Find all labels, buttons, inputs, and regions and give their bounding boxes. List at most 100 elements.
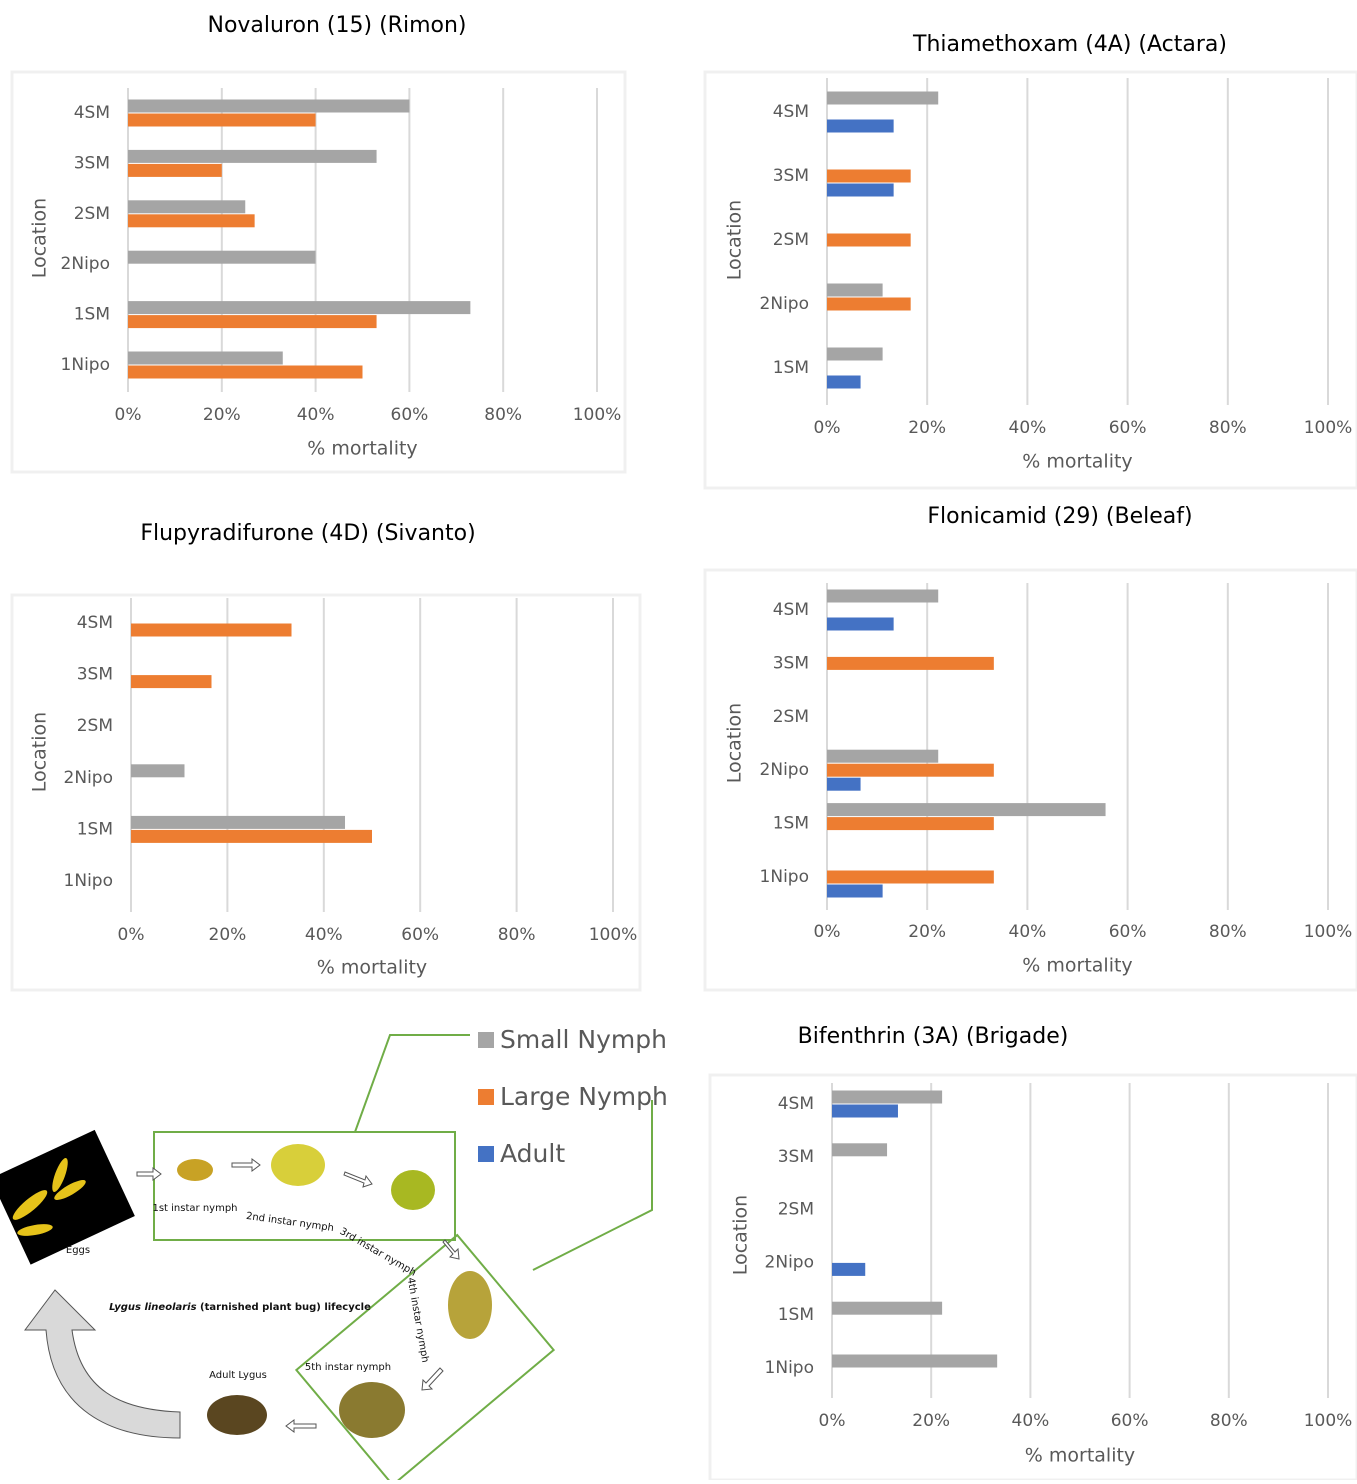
chart-title: Flupyradifurone (4D) (Sivanto) [140, 521, 475, 546]
bar [128, 365, 363, 379]
x-tick-label: 0% [115, 405, 142, 425]
bar [827, 119, 894, 133]
insect [177, 1159, 213, 1181]
legend-swatch [478, 1089, 494, 1105]
x-tick-label: 60% [1109, 418, 1147, 438]
bar [827, 589, 939, 603]
x-tick-label: 40% [297, 405, 335, 425]
bar [131, 815, 346, 829]
bar [832, 1090, 943, 1104]
panel-frame [10, 70, 627, 474]
bar [827, 763, 994, 777]
connector [354, 1034, 470, 1133]
chart-panel: Novaluron (15) (Rimon) % mortality Locatio… [10, 13, 627, 474]
x-tick-label: 20% [912, 1411, 950, 1431]
nymph-box [294, 1233, 556, 1484]
bar [131, 675, 212, 689]
panel-frame [10, 593, 642, 992]
bar [131, 623, 292, 637]
panel-frame [708, 1073, 1357, 1482]
chart-title: Flonicamid (29) (Beleaf) [927, 504, 1192, 529]
nymph-box [153, 1131, 456, 1241]
y-tick-label: 1SM [77, 819, 113, 839]
y-tick-label: 1SM [773, 358, 809, 378]
bar [131, 764, 185, 778]
bar [128, 99, 410, 113]
panel-frame [703, 568, 1357, 992]
insect [448, 1271, 492, 1339]
x-tick-label: 20% [203, 405, 241, 425]
stage-label: 2nd instar nymph [245, 1211, 334, 1234]
y-axis-label: Location [29, 198, 51, 278]
bar [827, 169, 911, 183]
x-tick-label: 60% [401, 925, 439, 945]
bar [827, 617, 894, 631]
x-tick-label: 0% [819, 1411, 846, 1431]
bar [827, 375, 861, 389]
y-tick-label: 4SM [77, 613, 113, 633]
charts: Novaluron (15) (Rimon) % mortality Locatio… [10, 13, 1357, 1482]
bar [827, 183, 894, 197]
stage-label: 4th instar nymph [405, 1277, 431, 1364]
bar [827, 884, 883, 898]
y-tick-label: 2Nipo [765, 1252, 814, 1272]
legend-label: Small Nymph [500, 1025, 667, 1054]
bar [827, 656, 994, 670]
x-tick-label: 0% [118, 925, 145, 945]
x-axis-label: % mortality [307, 438, 417, 460]
y-tick-label: 3SM [773, 166, 809, 186]
bar [832, 1143, 888, 1157]
x-tick-label: 40% [1009, 922, 1047, 942]
x-tick-label: 60% [1111, 1411, 1149, 1431]
x-tick-label: 80% [1210, 1411, 1248, 1431]
lifecycle-diagram: Eggs 1st instar nymph 2nd instar nymph 3… [0, 1034, 653, 1484]
y-tick-label: 1SM [74, 305, 110, 325]
x-tick-label: 60% [391, 405, 429, 425]
bar [827, 749, 939, 763]
bar [832, 1104, 898, 1118]
stage-label: 3rd instar nymph [338, 1226, 418, 1279]
legend-swatch [478, 1032, 494, 1048]
y-tick-label: 1SM [773, 814, 809, 834]
x-tick-label: 20% [908, 922, 946, 942]
chart-title: Thiamethoxam (4A) (Actara) [912, 32, 1227, 57]
bar [128, 301, 471, 315]
y-tick-label: 4SM [773, 600, 809, 620]
y-tick-label: 2Nipo [760, 294, 809, 314]
x-tick-label: 100% [1304, 418, 1353, 438]
connector [532, 1100, 653, 1271]
bar [128, 113, 316, 127]
x-axis-label: % mortality [1022, 451, 1132, 473]
bar [128, 149, 377, 163]
chart-panel: Flupyradifurone (4D) (Sivanto) % mortalit… [10, 521, 642, 992]
y-tick-label: 2Nipo [61, 254, 110, 274]
x-tick-label: 80% [498, 925, 536, 945]
y-tick-label: 4SM [773, 102, 809, 122]
chart-panel: Flonicamid (29) (Beleaf) % mortality Locat… [703, 504, 1357, 992]
x-tick-label: 40% [305, 925, 343, 945]
x-tick-label: 100% [589, 925, 638, 945]
arrows [24, 1158, 460, 1439]
y-axis-label: Location [724, 200, 746, 280]
chart-panel: Bifenthrin (3A) (Brigade) % mortality Loca… [708, 1024, 1357, 1482]
y-axis-label: Location [724, 703, 746, 783]
y-tick-label: 3SM [778, 1147, 814, 1167]
bar [128, 315, 377, 329]
eggs [12, 1157, 86, 1236]
bar [827, 283, 883, 297]
y-tick-label: 1Nipo [64, 871, 113, 891]
x-tick-label: 100% [1304, 922, 1353, 942]
y-tick-label: 4SM [778, 1094, 814, 1114]
insect [339, 1382, 405, 1438]
y-tick-label: 1Nipo [765, 1358, 814, 1378]
chart-title: Bifenthrin (3A) (Brigade) [798, 1024, 1069, 1049]
bar [827, 297, 911, 311]
stage-label: Eggs [66, 1245, 90, 1256]
x-tick-label: 60% [1109, 922, 1147, 942]
y-tick-label: 2SM [773, 230, 809, 250]
bar [128, 250, 316, 264]
x-tick-label: 80% [484, 405, 522, 425]
chart-panel: Thiamethoxam (4A) (Actara) % mortality Loc… [703, 32, 1357, 490]
bar [827, 347, 883, 361]
